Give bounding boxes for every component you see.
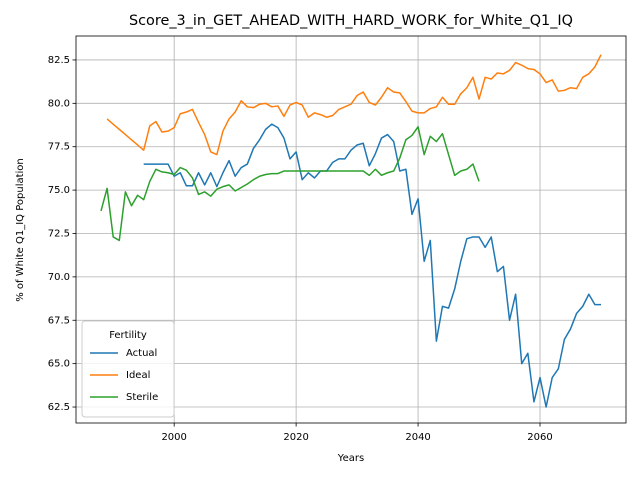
x-tick-label: 2020 (283, 432, 308, 443)
legend-label: Actual (126, 348, 157, 359)
series-line (143, 123, 601, 408)
chart-title: Score_3_in_GET_AHEAD_WITH_HARD_WORK_for_… (129, 13, 573, 29)
y-tick-label: 80.0 (48, 98, 70, 109)
y-axis-label: % of White Q1_IQ Population (15, 158, 26, 302)
x-tick-label: 2040 (405, 432, 430, 443)
y-tick-label: 70.0 (48, 272, 70, 283)
x-axis-label: Years (337, 453, 364, 464)
y-tick-label: 67.5 (48, 315, 70, 326)
y-tick-label: 82.5 (48, 55, 70, 66)
legend-label: Ideal (126, 370, 150, 381)
legend-box (81, 320, 175, 418)
x-tick-label: 2000 (161, 432, 186, 443)
y-tick-label: 77.5 (48, 142, 70, 153)
legend-label: Sterile (126, 392, 158, 403)
y-tick-label: 72.5 (48, 228, 70, 239)
legend-title: Fertility (109, 330, 147, 341)
y-tick-label: 62.5 (48, 402, 70, 413)
x-tick-label: 2060 (527, 432, 552, 443)
y-tick-label: 75.0 (48, 185, 70, 196)
series-line (100, 126, 480, 242)
y-tick-label: 65.0 (48, 359, 70, 370)
legend: Fertility Actual Ideal Sterile (81, 320, 175, 418)
plot-frame (75, 35, 627, 424)
series-line (106, 54, 602, 156)
